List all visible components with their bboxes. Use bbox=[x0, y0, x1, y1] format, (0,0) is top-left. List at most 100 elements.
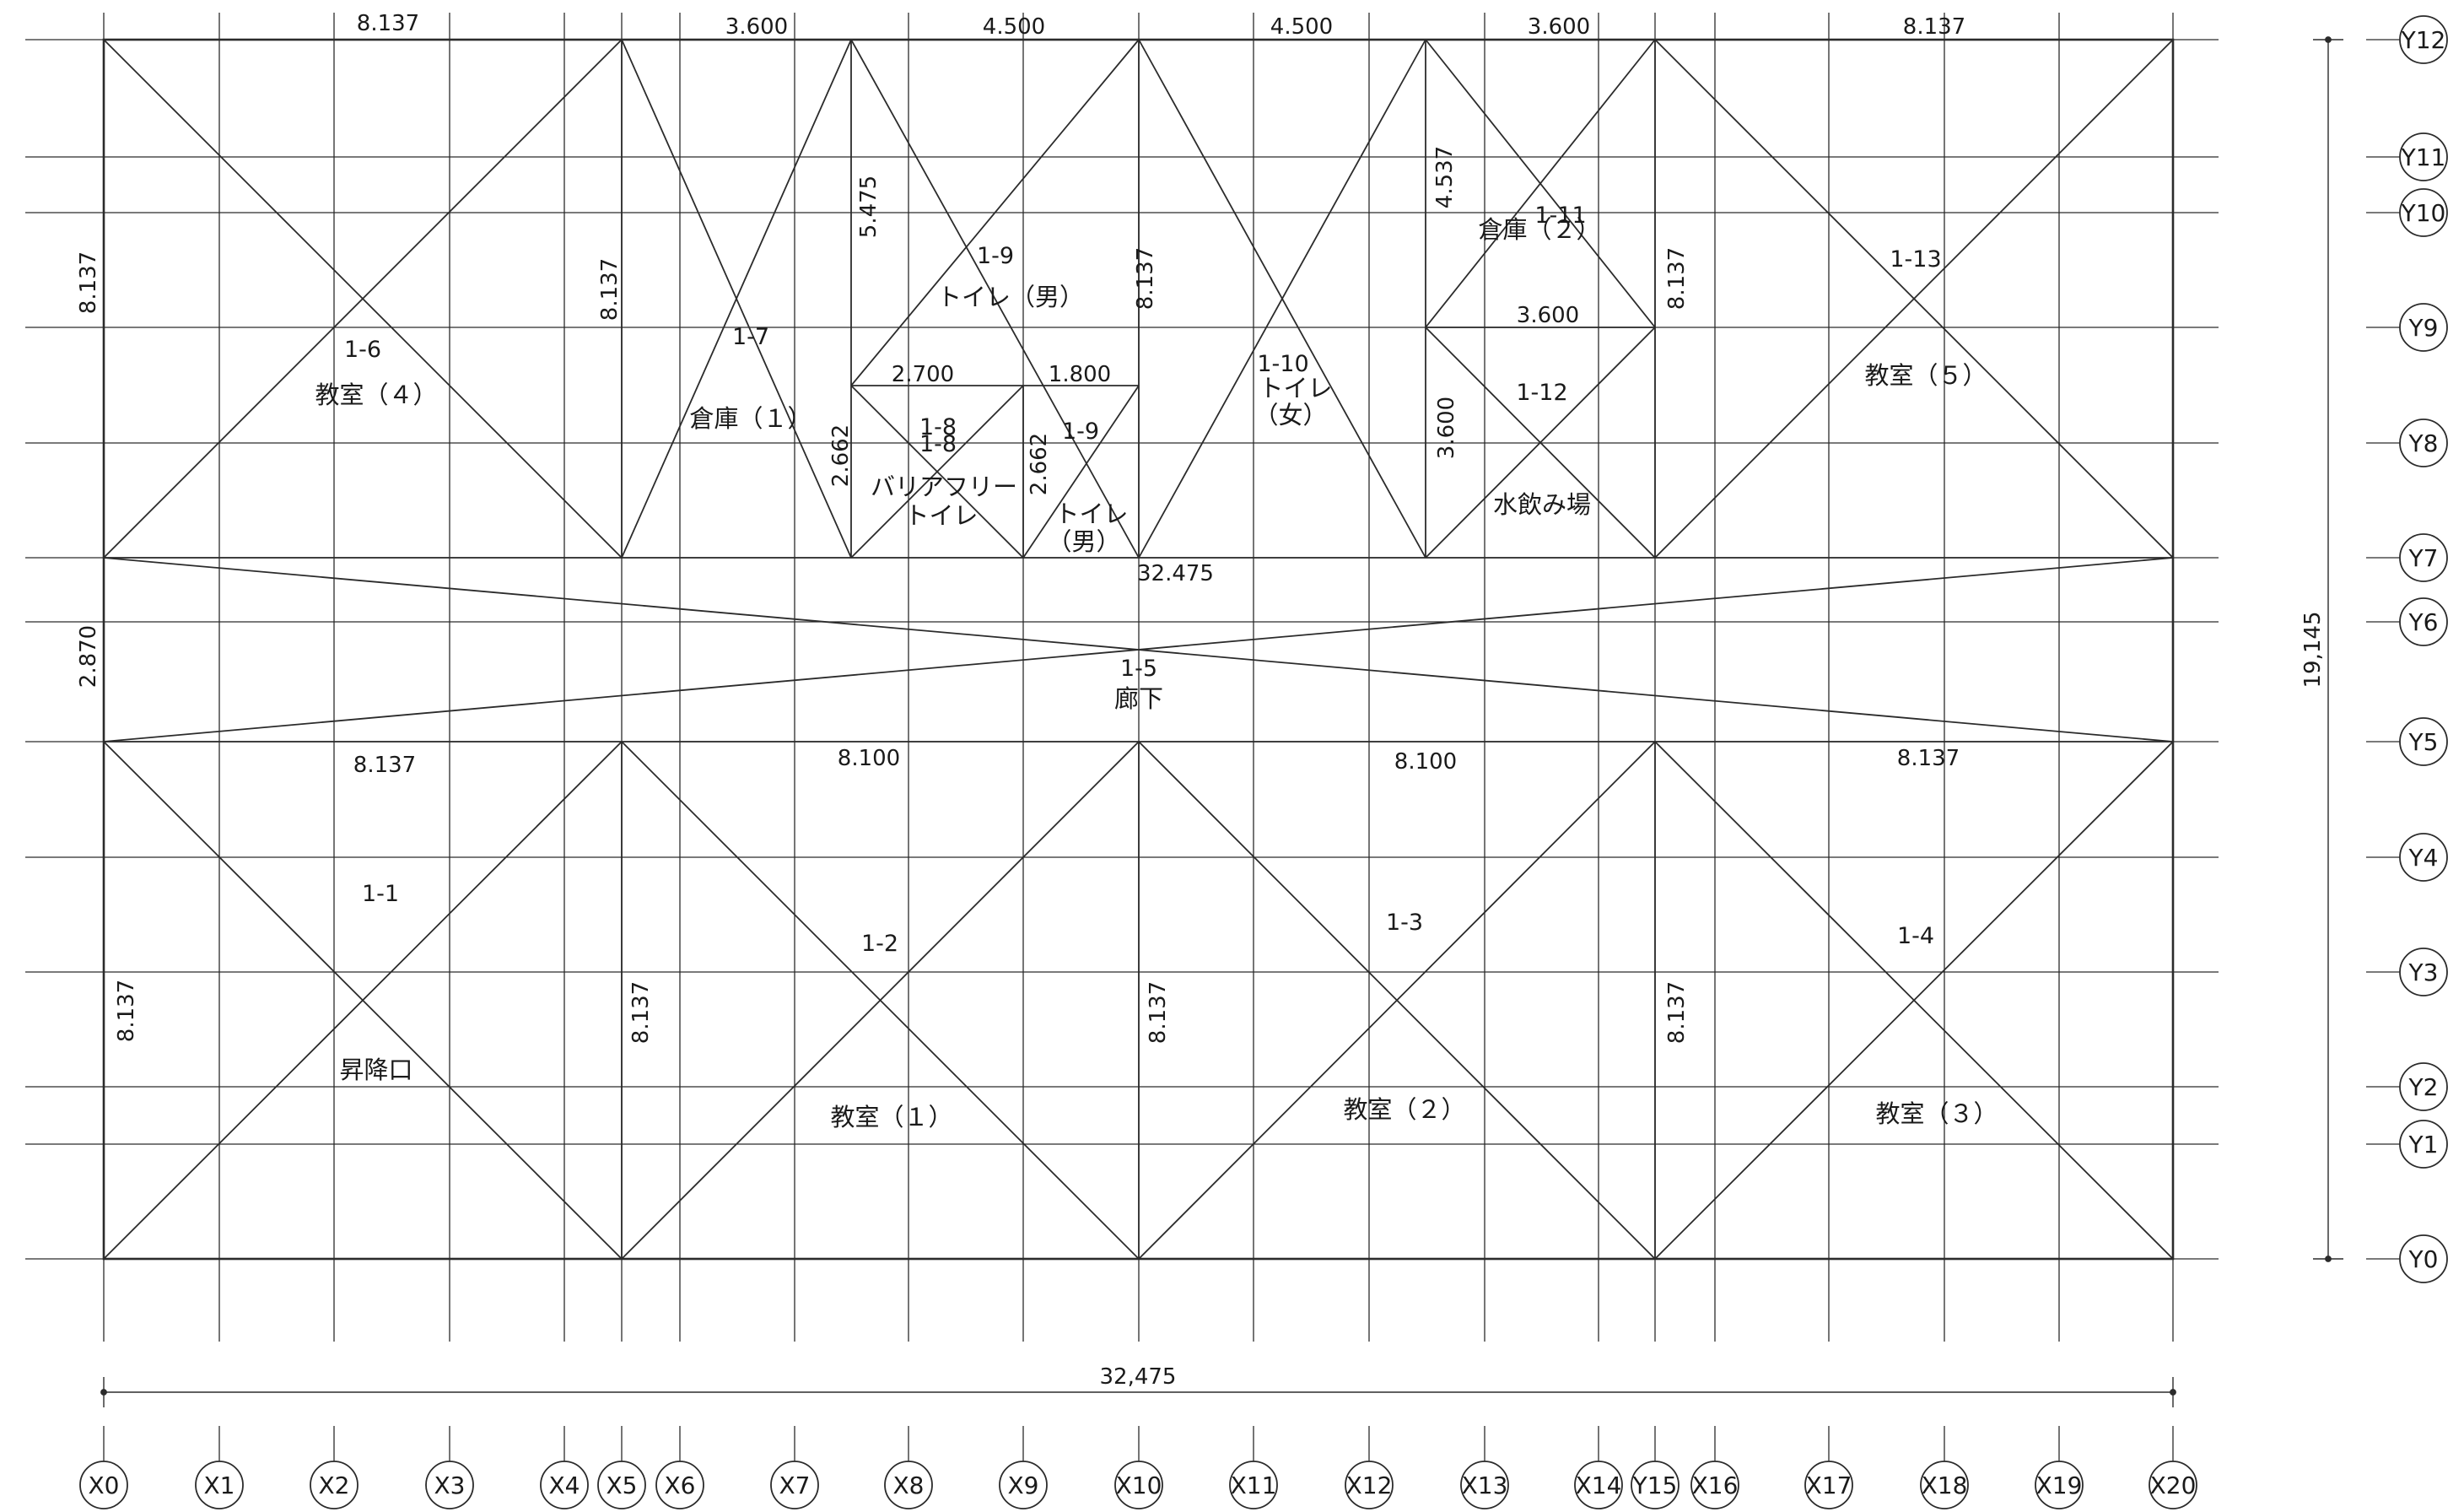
panel-label: 1-11 bbox=[1534, 202, 1586, 229]
diag-1-13b bbox=[1654, 39, 2174, 559]
grid-bubble-label: X13 bbox=[1462, 1472, 1508, 1499]
grid-bubble-label: X8 bbox=[893, 1472, 925, 1499]
dim-label: 4.537 bbox=[1432, 146, 1458, 208]
bubble-circle bbox=[2399, 948, 2448, 996]
grid-bubble-x17: X17 bbox=[1804, 1461, 1853, 1509]
overall-height-label: 19,145 bbox=[2300, 612, 2326, 688]
grid-bubble-x19: X19 bbox=[2035, 1461, 2084, 1509]
panel-numbers: 1-1 1-2 1-3 1-4 1-5 1-6 1-7 1-8 1-8 1-9 … bbox=[344, 202, 1942, 957]
bubble-circle bbox=[1920, 1461, 1969, 1509]
grid-bubble-label: X1 bbox=[204, 1472, 235, 1499]
dim-dot bbox=[2170, 1389, 2176, 1396]
diag-1-4b bbox=[1654, 741, 2174, 1260]
grid-bubble-x10: X10 bbox=[1114, 1461, 1163, 1509]
dim-label: 8.137 bbox=[353, 753, 416, 778]
bubble-circle bbox=[2399, 597, 2448, 646]
bubble-circle bbox=[770, 1461, 819, 1509]
grid-bubble-y0: Y0 bbox=[2399, 1234, 2448, 1283]
bubble-circle bbox=[195, 1461, 244, 1509]
grid-bubble-label: Y2 bbox=[2408, 1073, 2439, 1101]
diag-1-9c bbox=[1022, 385, 1140, 559]
bubble-circle bbox=[2399, 418, 2448, 467]
diag-1-6b bbox=[103, 39, 623, 559]
grid-bubble-label: Y5 bbox=[2408, 728, 2439, 756]
panel-label: 1-4 bbox=[1897, 923, 1934, 949]
grid-bubble-label: X11 bbox=[1231, 1472, 1277, 1499]
grid-bubble-x7: X7 bbox=[770, 1461, 819, 1509]
grid-lines bbox=[25, 13, 2400, 1464]
panel-label: 1-3 bbox=[1386, 910, 1423, 936]
panel-label: 1-10 bbox=[1257, 351, 1308, 377]
dim-label: 3.600 bbox=[1517, 303, 1579, 328]
diag-1-9b bbox=[850, 39, 1140, 386]
grid-bubble-y7: Y7 bbox=[2399, 533, 2448, 582]
grid-bubble-label: Y11 bbox=[2401, 143, 2446, 171]
grid-bubble-label: Y6 bbox=[2408, 608, 2439, 636]
grid-bubble-label: Y7 bbox=[2408, 544, 2439, 572]
grid-bubble-label: Y1 bbox=[2408, 1131, 2439, 1158]
panel-label: 1-8 bbox=[919, 431, 957, 457]
room-label-classroom-1: 教室（１） bbox=[830, 1103, 952, 1131]
diag-1-7b bbox=[621, 39, 852, 559]
dim-label: 8.137 bbox=[1146, 981, 1171, 1044]
grid-bubble-x11: X11 bbox=[1229, 1461, 1278, 1509]
grid-bubble-y8: Y8 bbox=[2399, 418, 2448, 467]
panel-label: 1-12 bbox=[1516, 380, 1567, 406]
grid-bubble-x16: X16 bbox=[1690, 1461, 1739, 1509]
grid-bubble-label: X4 bbox=[549, 1472, 580, 1499]
bubble-circle bbox=[2399, 717, 2448, 766]
diag-1-5b bbox=[103, 557, 2174, 742]
panel-label: 1-2 bbox=[861, 931, 898, 957]
diag-1-1b bbox=[103, 741, 623, 1260]
dim-label: 8.137 bbox=[1133, 247, 1158, 310]
room-label-toilet-men-lower-sub: （男） bbox=[1047, 527, 1120, 556]
room-label-storage-1: 倉庫（１） bbox=[689, 404, 811, 433]
dim-dot bbox=[2325, 1256, 2332, 1262]
room-label-corridor: 廊下 bbox=[1114, 684, 1163, 713]
grid-bubble-label: X12 bbox=[1346, 1472, 1393, 1499]
bubble-circle bbox=[655, 1461, 704, 1509]
dim-label: 2.662 bbox=[828, 424, 854, 487]
panel-label: 1-1 bbox=[362, 881, 399, 907]
grid-bubble-y5: Y5 bbox=[2399, 717, 2448, 766]
grid-bubble-y2: Y2 bbox=[2399, 1062, 2448, 1111]
room-label-toilet-women: トイレ bbox=[1259, 374, 1332, 402]
grid-bubble-x4: X4 bbox=[540, 1461, 589, 1509]
dim-label: 3.600 bbox=[725, 14, 788, 40]
grid-bubble-label: X14 bbox=[1576, 1472, 1622, 1499]
dim-label: 2.700 bbox=[892, 362, 954, 387]
grid-bubble-y10: Y10 bbox=[2399, 188, 2448, 237]
grid-bubble-label: X3 bbox=[434, 1472, 466, 1499]
bubble-circle bbox=[884, 1461, 933, 1509]
grid-bubble-x12: X12 bbox=[1345, 1461, 1394, 1509]
bubble-circle bbox=[1574, 1461, 1623, 1509]
dim-label: 3.600 bbox=[1528, 14, 1590, 40]
dim-label: 8.137 bbox=[1664, 247, 1690, 310]
grid-bubble-label: X17 bbox=[1806, 1472, 1852, 1499]
bubble-circle bbox=[2149, 1461, 2197, 1509]
grid-bubble-x5: X5 bbox=[597, 1461, 646, 1509]
dim-label: 8.100 bbox=[838, 746, 900, 771]
grid-bubble-label: Y4 bbox=[2408, 844, 2439, 872]
dim-label: 8.137 bbox=[76, 251, 101, 314]
grid-bubble-label: X9 bbox=[1008, 1472, 1039, 1499]
dim-label: 8.100 bbox=[1394, 749, 1457, 775]
dim-label: 2.662 bbox=[1027, 433, 1052, 495]
bubble-circle bbox=[2399, 1234, 2448, 1283]
room-label-toilet-women-sub: （女） bbox=[1254, 401, 1327, 429]
grid-bubble-label: X16 bbox=[1692, 1472, 1739, 1499]
bubble-circle bbox=[2399, 132, 2448, 181]
grid-bubble-x8: X8 bbox=[884, 1461, 933, 1509]
grid-bubble-x20: X20 bbox=[2149, 1461, 2197, 1509]
bubble-circle bbox=[1114, 1461, 1163, 1509]
grid-bubble-x13: X13 bbox=[1460, 1461, 1509, 1509]
diag-1-10b bbox=[1138, 39, 1426, 559]
room-label-drinking-fountain: 水飲み場 bbox=[1493, 490, 1591, 519]
grid-bubble-label: X20 bbox=[2150, 1472, 2197, 1499]
grid-bubble-label: Y9 bbox=[2408, 314, 2439, 342]
panel-label: 1-6 bbox=[344, 337, 381, 363]
bubble-circle bbox=[2399, 533, 2448, 582]
grid-bubble-y4: Y4 bbox=[2399, 833, 2448, 882]
bubble-circle bbox=[1229, 1461, 1278, 1509]
grid-bubble-y11: Y11 bbox=[2399, 132, 2448, 181]
